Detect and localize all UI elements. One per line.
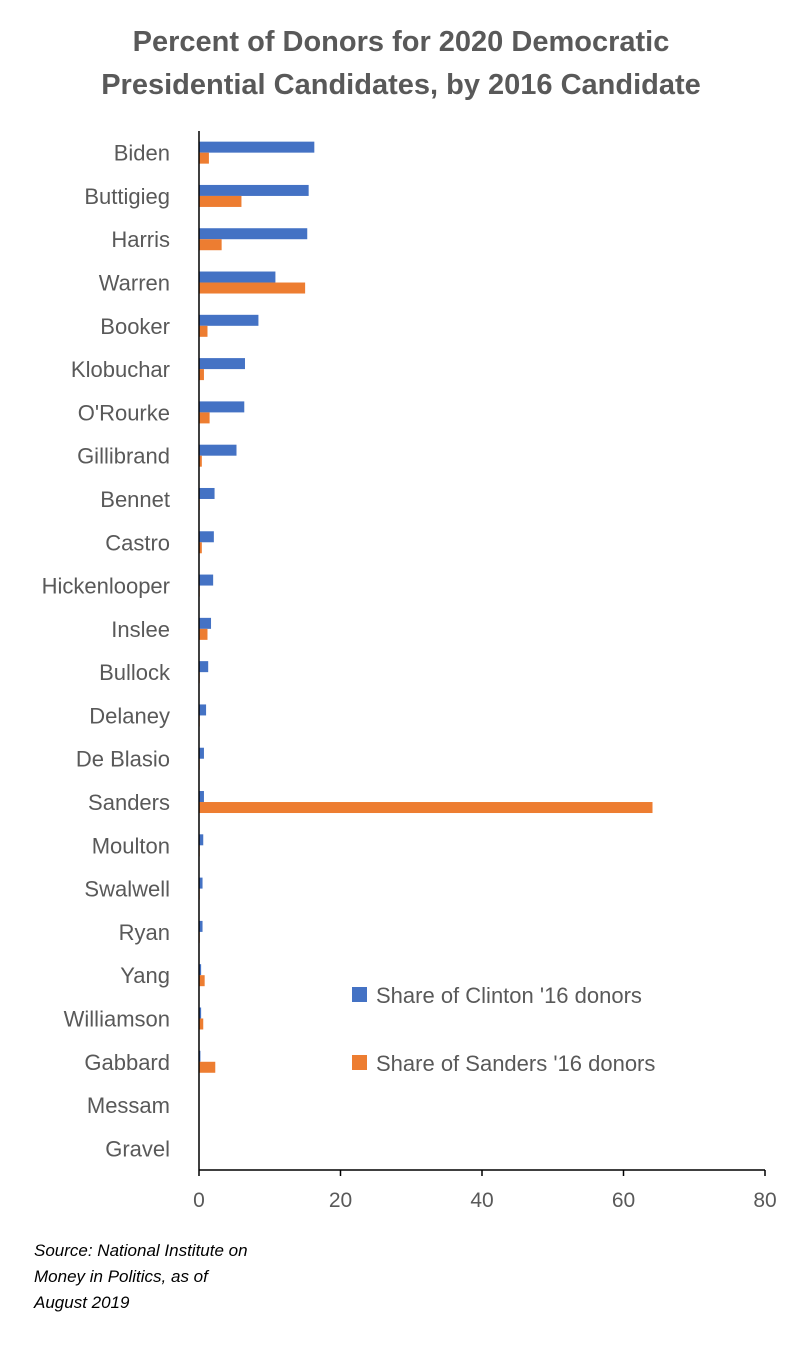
category-label-bennet: Bennet bbox=[100, 487, 170, 512]
category-label-booker: Booker bbox=[100, 314, 170, 339]
clinton-legend-label: Share of Clinton '16 donors bbox=[376, 983, 642, 1008]
sanders-bar-castro bbox=[199, 542, 202, 554]
sanders-bar-o-rourke bbox=[199, 412, 210, 424]
clinton-bar-delaney bbox=[199, 704, 207, 716]
axes: 0 20 40 60 80 bbox=[193, 131, 777, 1212]
category-label-gravel: Gravel bbox=[105, 1136, 170, 1161]
chart-title-line-1: Percent of Donors for 2020 Democratic bbox=[133, 26, 670, 58]
clinton-bar-castro bbox=[199, 531, 214, 543]
category-label-yang: Yang bbox=[120, 963, 170, 988]
sanders-legend-label: Share of Sanders '16 donors bbox=[376, 1051, 655, 1076]
clinton-bar-booker bbox=[199, 314, 259, 326]
category-label-williamson: Williamson bbox=[64, 1006, 170, 1031]
x-tick-label-20: 20 bbox=[329, 1189, 352, 1212]
sanders-bar-gabbard bbox=[199, 1061, 216, 1073]
legend: Share of Clinton '16 donors Share of Sand… bbox=[352, 983, 655, 1076]
sanders-bar-harris bbox=[199, 239, 222, 251]
category-label-castro: Castro bbox=[105, 530, 170, 555]
category-label-hickenlooper: Hickenlooper bbox=[42, 574, 170, 599]
source-note: Source: National Institute on Money in P… bbox=[34, 1238, 334, 1316]
sanders-bar-inslee bbox=[199, 628, 208, 640]
clinton-bar-bullock bbox=[199, 661, 209, 673]
category-label-sanders: Sanders bbox=[88, 790, 170, 815]
sanders-bar-buttigieg bbox=[199, 195, 242, 207]
category-label-harris: Harris bbox=[111, 227, 170, 252]
sanders-bar-yang bbox=[199, 975, 205, 987]
category-label-swalwell: Swalwell bbox=[84, 877, 170, 902]
sanders-bar-klobuchar bbox=[199, 369, 204, 381]
clinton-bar-o-rourke bbox=[199, 401, 245, 413]
category-label-gillibrand: Gillibrand bbox=[77, 444, 170, 469]
x-tick-label-60: 60 bbox=[612, 1189, 635, 1212]
clinton-bar-gillibrand bbox=[199, 444, 237, 456]
category-label-o-rourke: O'Rourke bbox=[78, 400, 170, 425]
clinton-bar-harris bbox=[199, 228, 308, 240]
clinton-bar-buttigieg bbox=[199, 184, 309, 196]
clinton-bar-williamson bbox=[199, 1007, 202, 1019]
x-tick-label-0: 0 bbox=[193, 1189, 205, 1212]
x-tick-label-40: 40 bbox=[470, 1189, 493, 1212]
clinton-bar-inslee bbox=[199, 617, 212, 629]
category-label-buttigieg: Buttigieg bbox=[84, 184, 170, 209]
clinton-bar-klobuchar bbox=[199, 358, 245, 370]
source-line-3: August 2019 bbox=[34, 1293, 130, 1312]
clinton-bar-moulton bbox=[199, 834, 204, 846]
clinton-bar-bennet bbox=[199, 487, 215, 499]
clinton-bar-warren bbox=[199, 271, 276, 283]
category-label-bullock: Bullock bbox=[99, 660, 171, 685]
category-label-inslee: Inslee bbox=[111, 617, 170, 642]
sanders-bar-sanders bbox=[199, 802, 653, 814]
category-label-klobuchar: Klobuchar bbox=[71, 357, 170, 382]
clinton-bar-ryan bbox=[199, 920, 203, 932]
chart-title-line-2: Presidential Candidates, by 2016 Candida… bbox=[101, 69, 701, 101]
source-line-1: Source: National Institute on bbox=[34, 1241, 248, 1260]
x-tick-label-80: 80 bbox=[753, 1189, 776, 1212]
sanders-bar-warren bbox=[199, 282, 306, 294]
category-label-delaney: Delaney bbox=[89, 703, 170, 728]
category-label-messam: Messam bbox=[87, 1093, 170, 1118]
clinton-bar-de-blasio bbox=[199, 747, 204, 759]
sanders-bar-williamson bbox=[199, 1018, 204, 1030]
clinton-bar-hickenlooper bbox=[199, 574, 214, 586]
sanders-bar-biden bbox=[199, 152, 209, 164]
clinton-bar-swalwell bbox=[199, 877, 203, 889]
clinton-legend-swatch bbox=[352, 987, 367, 1002]
sanders-legend-swatch bbox=[352, 1055, 367, 1070]
clinton-bar-sanders bbox=[199, 791, 204, 803]
clinton-bar-yang bbox=[199, 964, 202, 976]
bars-layer bbox=[199, 141, 653, 1073]
category-label-ryan: Ryan bbox=[119, 920, 170, 945]
sanders-bar-booker bbox=[199, 325, 208, 337]
category-labels: Biden Buttigieg Harris Warren Booker Klobucha… bbox=[42, 141, 171, 1162]
clinton-bar-biden bbox=[199, 141, 315, 153]
category-label-warren: Warren bbox=[99, 271, 170, 296]
category-label-biden: Biden bbox=[114, 141, 170, 166]
category-label-de-blasio: De Blasio bbox=[76, 747, 170, 772]
category-label-moulton: Moulton bbox=[92, 833, 170, 858]
category-label-gabbard: Gabbard bbox=[84, 1050, 170, 1075]
source-line-2: Money in Politics, as of bbox=[34, 1267, 208, 1286]
sanders-bar-gillibrand bbox=[199, 455, 202, 467]
